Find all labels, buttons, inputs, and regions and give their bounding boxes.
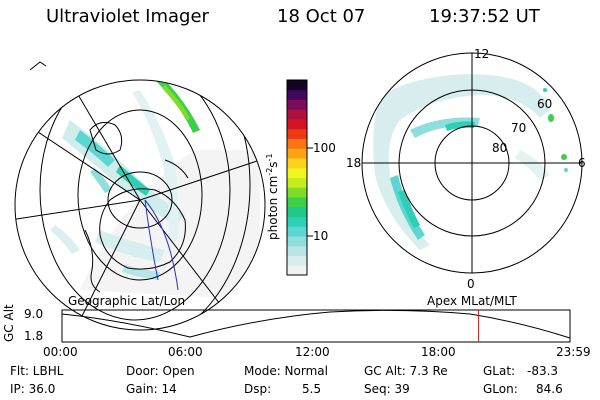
- date-label: 18 Oct 07: [277, 6, 366, 27]
- info-dsp-value: 5.5: [302, 382, 322, 396]
- colorbar-band: [287, 80, 307, 91]
- colorbar-band: [287, 99, 307, 110]
- info-door: Door: Open: [126, 364, 195, 378]
- apex-map-grid: [362, 53, 582, 273]
- altitude-plot-frame: [61, 309, 571, 343]
- colorbar-band: [287, 236, 307, 247]
- info-ip: IP: 36.0: [10, 382, 56, 396]
- aurora-emission-right: [373, 74, 550, 250]
- info-gcalt: GC Alt: 7.3 Re: [364, 364, 448, 378]
- altitude-xtick-2: 12:00: [295, 345, 330, 359]
- colorbar-band: [287, 187, 307, 198]
- altitude-xtick-1: 06:00: [168, 345, 203, 359]
- info-glon-value: 84.6: [536, 382, 563, 396]
- info-dsp-label: Dsp:: [244, 382, 272, 396]
- colorbar-band: [287, 119, 307, 130]
- colorbar-band: [287, 148, 307, 159]
- info-gain: Gain: 14: [126, 382, 177, 396]
- mlt-label-12: 12: [474, 47, 490, 61]
- info-glon-label: GLon:: [483, 382, 518, 396]
- colorbar: [287, 80, 307, 276]
- colorbar-band: [287, 216, 307, 227]
- altitude-xtick-4: 23:59: [556, 345, 591, 359]
- colorbar-band: [287, 255, 307, 266]
- colorbar-tick-10: 10: [313, 229, 329, 243]
- colorbar-band: [287, 206, 307, 217]
- colorbar-band: [287, 138, 307, 149]
- mlt-label-6: 6: [578, 156, 586, 170]
- right-map-label: Apex MLat/MLT: [427, 294, 517, 308]
- geographic-map-grid: [15, 80, 261, 330]
- lat-label-70: 70: [511, 121, 527, 135]
- info-glat-label: GLat:: [483, 364, 516, 378]
- mlt-label-18: 18: [346, 156, 362, 170]
- altitude-ylabel: GC Alt: [2, 304, 16, 342]
- altitude-xtick-3: 18:00: [421, 345, 456, 359]
- time-label: 19:37:52 UT: [429, 6, 540, 27]
- info-glat-value: -83.3: [527, 364, 559, 378]
- colorbar-band: [287, 109, 307, 120]
- colorbar-band: [287, 158, 307, 169]
- altitude-ytick-low: 1.8: [24, 329, 44, 343]
- colorbar-band: [287, 167, 307, 178]
- lat-label-60: 60: [537, 97, 553, 111]
- colorbar-unit-label: photon cm-2s-1: [265, 153, 280, 240]
- left-map-label: Geographic Lat/Lon: [68, 294, 186, 308]
- info-flt: Flt: LBHL: [10, 364, 64, 378]
- mlt-label-0: 0: [467, 277, 475, 291]
- colorbar-band: [287, 89, 307, 100]
- apex-map-border: [361, 52, 583, 274]
- colorbar-band: [287, 197, 307, 208]
- altitude-ytick-high: 9.0: [24, 307, 44, 321]
- geographic-map-border: [14, 79, 266, 331]
- info-seq: Seq: 39: [364, 382, 410, 396]
- colorbar-tick-100: 100: [313, 141, 336, 155]
- info-mode: Mode: Normal: [244, 364, 328, 378]
- altitude-xtick-0: 00:00: [43, 345, 78, 359]
- colorbar-frame: [286, 79, 308, 276]
- colorbar-band: [287, 128, 307, 139]
- app-title: Ultraviolet Imager: [46, 6, 209, 27]
- colorbar-band: [287, 265, 307, 276]
- colorbar-band: [287, 226, 307, 237]
- altitude-curve: [61, 309, 571, 339]
- colorbar-band: [287, 177, 307, 188]
- lat-label-80: 80: [492, 141, 508, 155]
- colorbar-band: [287, 245, 307, 256]
